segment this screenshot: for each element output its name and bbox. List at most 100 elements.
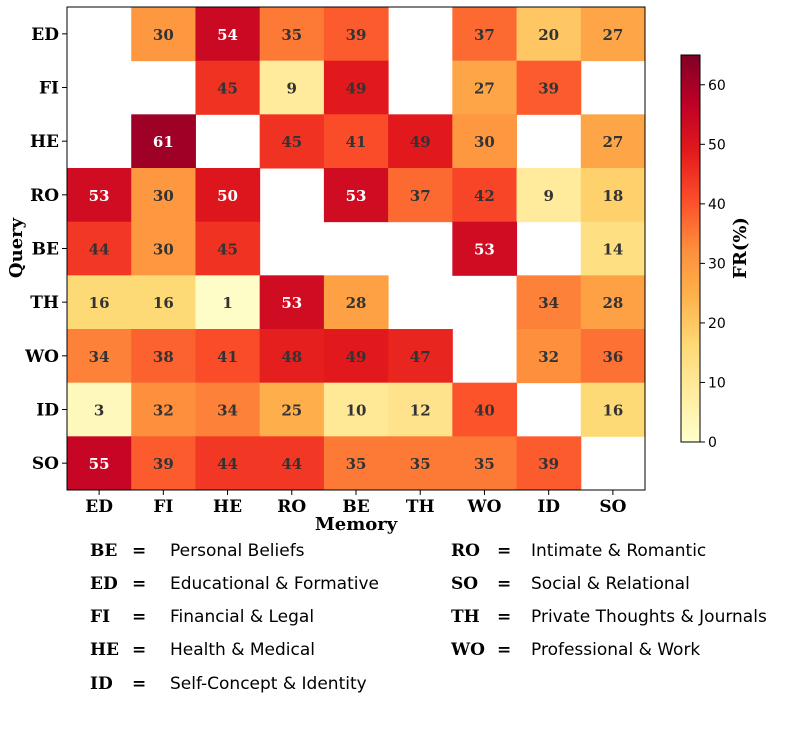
cell-value-label: 42 bbox=[474, 187, 495, 205]
legend-code: HE bbox=[90, 640, 120, 660]
heatmap-cell bbox=[259, 382, 325, 437]
heatmap-cell bbox=[516, 329, 582, 384]
legend-equals: = bbox=[132, 607, 147, 627]
heatmap-cell bbox=[131, 329, 196, 384]
colorbar-tick-label: 0 bbox=[708, 435, 717, 451]
heatmap-cell bbox=[67, 436, 132, 491]
cell-value-label: 41 bbox=[217, 348, 238, 366]
heatmap-cell bbox=[259, 7, 325, 62]
x-axis-label: Memory bbox=[315, 514, 398, 535]
cell-value-label: 35 bbox=[410, 455, 431, 473]
heatmap-cell bbox=[323, 168, 389, 223]
x-tick-label: FI bbox=[153, 497, 173, 517]
colorbar-tick-label: 30 bbox=[708, 256, 726, 272]
cell-value-label: 9 bbox=[543, 187, 553, 205]
x-tick-label: TH bbox=[406, 497, 435, 517]
colorbar-tick-label: 50 bbox=[708, 137, 726, 153]
heatmap-cell bbox=[195, 382, 261, 437]
heatmap-cell bbox=[388, 168, 453, 223]
cell-value-label: 53 bbox=[89, 187, 110, 205]
heatmap-cell bbox=[580, 382, 646, 437]
cell-value-label: 37 bbox=[410, 187, 431, 205]
legend-description: Educational & Formative bbox=[170, 574, 379, 594]
heatmap-cell bbox=[388, 329, 453, 384]
cell-value-label: 9 bbox=[287, 80, 297, 98]
y-axis-label: Query bbox=[6, 217, 27, 278]
heatmap-cell bbox=[259, 114, 325, 169]
cell-value-label: 44 bbox=[217, 455, 238, 473]
legend-description: Intimate & Romantic bbox=[531, 541, 707, 561]
cell-value-label: 18 bbox=[602, 187, 623, 205]
cell-value-label: 25 bbox=[281, 402, 302, 420]
cell-value-label: 30 bbox=[153, 187, 174, 205]
cell-value-label: 14 bbox=[602, 241, 623, 259]
colorbar-tick-label: 20 bbox=[708, 316, 726, 332]
legend-code: RO bbox=[451, 541, 480, 561]
cell-value-label: 44 bbox=[281, 455, 302, 473]
cell-value-label: 16 bbox=[153, 294, 174, 312]
cell-value-label: 28 bbox=[602, 294, 623, 312]
heatmap-cell bbox=[131, 436, 196, 491]
legend-code: BE bbox=[90, 541, 118, 561]
cell-value-label: 55 bbox=[89, 455, 110, 473]
heatmap-cell bbox=[131, 168, 196, 223]
heatmap-cell bbox=[323, 114, 389, 169]
heatmap-cell bbox=[195, 436, 261, 491]
legend-description: Health & Medical bbox=[170, 640, 316, 660]
cell-value-label: 40 bbox=[474, 402, 495, 420]
heatmap-cell bbox=[452, 168, 518, 223]
legend-code: ED bbox=[90, 574, 118, 594]
heatmap-cell bbox=[580, 275, 646, 330]
heatmap-cell bbox=[67, 168, 132, 223]
heatmap-cell bbox=[452, 382, 518, 437]
cell-value-label: 34 bbox=[217, 402, 238, 420]
cell-value-label: 27 bbox=[602, 133, 623, 151]
heatmap-cell bbox=[259, 329, 325, 384]
legend-equals: = bbox=[497, 607, 512, 627]
heatmap-cell bbox=[580, 329, 646, 384]
x-tick-label: ID bbox=[537, 497, 560, 517]
heatmap-cell bbox=[452, 221, 518, 276]
cell-value-label: 27 bbox=[602, 26, 623, 44]
heatmap-cell bbox=[67, 221, 132, 276]
legend-code: SO bbox=[451, 574, 479, 594]
cell-value-label: 39 bbox=[538, 455, 559, 473]
colorbar-tick-label: 10 bbox=[708, 375, 726, 391]
cell-value-label: 35 bbox=[281, 26, 302, 44]
heatmap-cell bbox=[195, 7, 261, 62]
cell-value-label: 49 bbox=[410, 133, 431, 151]
cell-value-label: 32 bbox=[153, 402, 174, 420]
heatmap-cell bbox=[580, 221, 646, 276]
legend-code: WO bbox=[451, 640, 485, 660]
legend-equals: = bbox=[497, 541, 512, 561]
heatmap-cell bbox=[452, 7, 518, 62]
legend-description: Professional & Work bbox=[531, 640, 701, 660]
heatmap-cell bbox=[580, 114, 646, 169]
heatmap-cell bbox=[131, 114, 196, 169]
cell-value-label: 48 bbox=[281, 348, 302, 366]
colorbar-tick-label: 60 bbox=[708, 78, 726, 94]
cell-value-label: 47 bbox=[410, 348, 431, 366]
cell-value-label: 53 bbox=[474, 241, 495, 259]
legend-description: Self-Concept & Identity bbox=[170, 674, 367, 694]
legend-equals: = bbox=[132, 640, 147, 660]
cell-value-label: 45 bbox=[281, 133, 302, 151]
heatmap-cell bbox=[388, 436, 453, 491]
cell-value-label: 53 bbox=[346, 187, 367, 205]
colorbar bbox=[680, 54, 701, 443]
cell-value-label: 30 bbox=[153, 241, 174, 259]
legend-equals: = bbox=[132, 541, 147, 561]
heatmap-cell bbox=[131, 7, 196, 62]
y-tick-label: WO bbox=[24, 347, 59, 367]
legend-equals: = bbox=[132, 674, 147, 694]
x-tick-label: HE bbox=[213, 497, 242, 517]
cell-value-label: 38 bbox=[153, 348, 174, 366]
legend-equals: = bbox=[132, 574, 147, 594]
cell-value-label: 54 bbox=[217, 26, 238, 44]
cell-value-label: 27 bbox=[474, 80, 495, 98]
cell-value-label: 35 bbox=[474, 455, 495, 473]
cell-value-label: 1 bbox=[222, 294, 232, 312]
colorbar-label: FR(%) bbox=[730, 217, 751, 279]
cell-value-label: 36 bbox=[602, 348, 623, 366]
heatmap-cell bbox=[516, 60, 582, 115]
